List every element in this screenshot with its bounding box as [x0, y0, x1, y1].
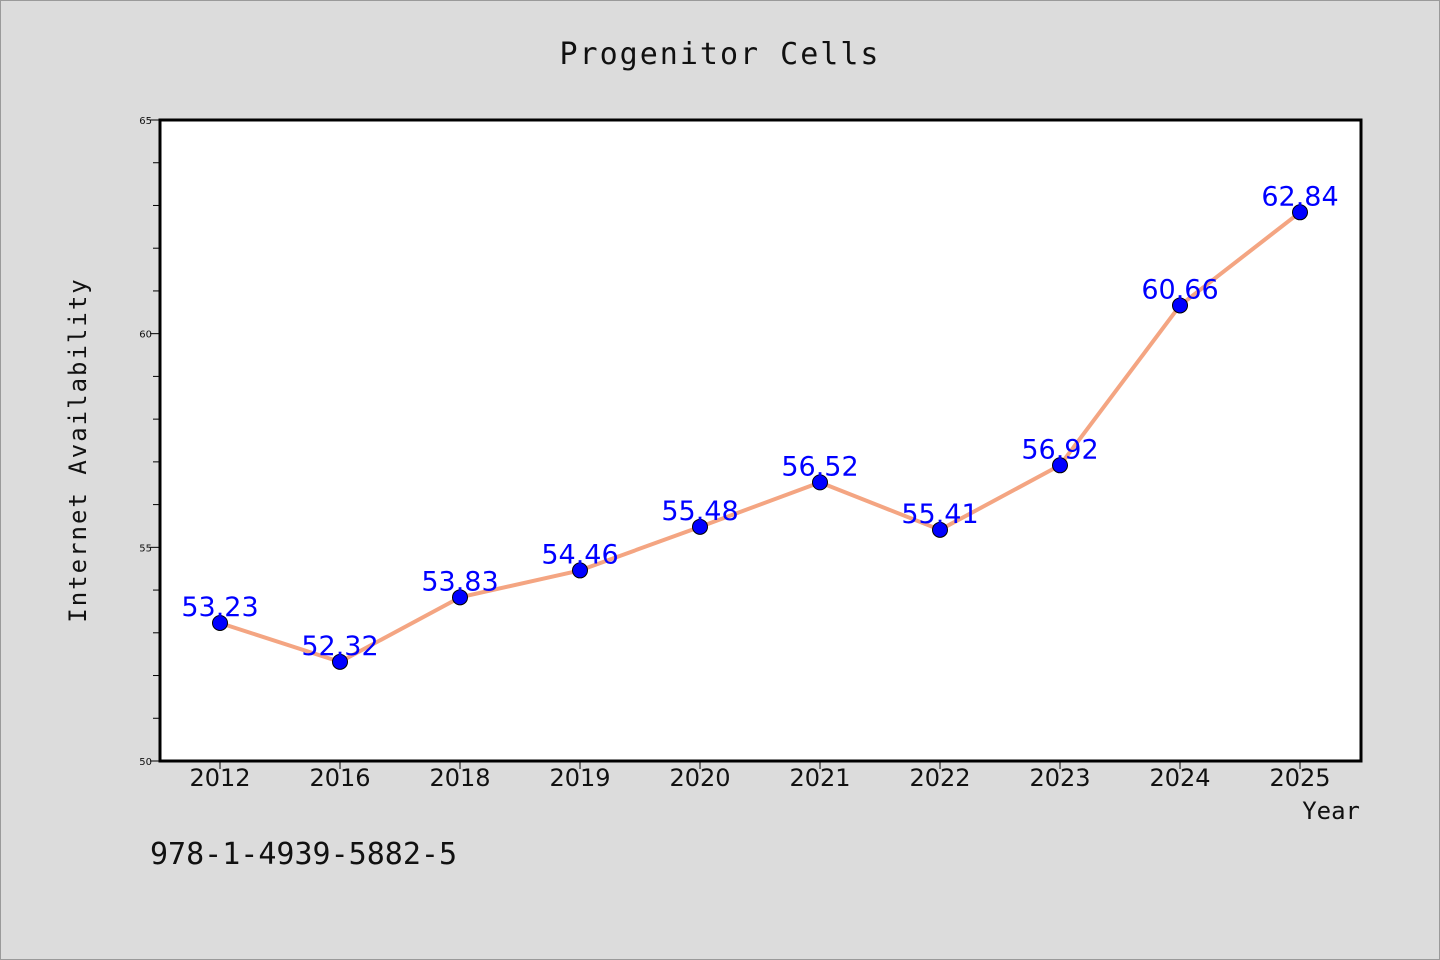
series-group: 53.23 52.32 53.83 54.46 55.48 56.52 55.41 56.92… [181, 181, 1339, 670]
x-tick-label: 2021 [789, 764, 850, 792]
x-tick-label: 2012 [189, 764, 250, 792]
data-label: 56.52 [781, 451, 858, 482]
data-label: 53.23 [181, 592, 258, 623]
series-line [218, 210, 1302, 664]
data-point [812, 474, 828, 491]
y-axis: 50 55 60 65 [139, 116, 160, 768]
y-tick-label: 55 [139, 543, 152, 554]
x-tick-label: 2016 [309, 764, 370, 792]
y-tick-label: 60 [139, 330, 152, 341]
x-tick-label: 2019 [549, 764, 610, 792]
data-point [1292, 204, 1308, 221]
data-point [1172, 297, 1188, 314]
data-label: 55.48 [661, 496, 738, 527]
data-label: 55.41 [901, 499, 978, 530]
data-point [332, 653, 348, 670]
data-point [452, 589, 468, 606]
footer-code: 978-1-4939-5882-5 [150, 837, 457, 872]
data-point [692, 518, 708, 535]
y-axis-label: Internet Availability [64, 277, 92, 622]
data-point [212, 614, 228, 631]
data-label: 54.46 [541, 539, 618, 570]
data-label: 53.83 [421, 566, 498, 597]
plot-area [158, 118, 1363, 763]
x-tick-label: 2020 [669, 764, 730, 792]
data-label: 60.66 [1141, 274, 1218, 305]
data-label: 52.32 [301, 631, 378, 662]
x-axis: 2012 2016 2018 2019 2020 2021 2022 2023 2024 2025 [189, 761, 1331, 792]
x-tick-label: 2023 [1029, 764, 1090, 792]
chart-title: Progenitor Cells [560, 37, 881, 72]
data-label: 56.92 [1021, 434, 1098, 465]
x-tick-label: 2025 [1269, 764, 1330, 792]
x-axis-label: Year [1302, 797, 1360, 825]
y-tick-label: 65 [139, 116, 152, 127]
x-tick-label: 2024 [1149, 764, 1210, 792]
data-point [572, 562, 588, 579]
data-label: 62.84 [1261, 181, 1338, 212]
data-point [932, 521, 948, 538]
x-tick-label: 2018 [429, 764, 490, 792]
y-tick-label: 50 [139, 757, 152, 768]
data-point [1052, 457, 1068, 474]
x-tick-label: 2022 [909, 764, 970, 792]
